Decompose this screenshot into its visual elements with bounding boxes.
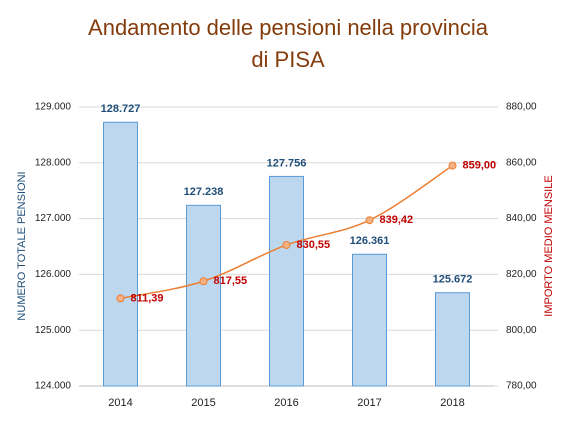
chart-title: Andamento delle pensioni nella provincia… bbox=[88, 15, 488, 72]
bar-value-label: 126.361 bbox=[350, 235, 390, 247]
line-value-label: 811,39 bbox=[131, 292, 164, 304]
bar bbox=[352, 253, 387, 387]
x-tick-label: 2014 bbox=[108, 397, 132, 409]
line-value-label: 839,42 bbox=[380, 214, 414, 226]
x-tick-label: 2015 bbox=[191, 397, 215, 409]
x-tick-label: 2016 bbox=[274, 397, 298, 409]
y2-axis-title: IMPORTO MEDIO MENSILE bbox=[543, 175, 555, 316]
y-tick-label: 124.000 bbox=[35, 381, 72, 392]
y2-tick-label: 840,00 bbox=[506, 213, 537, 224]
line-marker bbox=[199, 277, 208, 286]
y2-tick-label: 800,00 bbox=[506, 325, 537, 336]
y-tick-label: 126.000 bbox=[35, 269, 72, 280]
bar-value-label: 128.727 bbox=[101, 103, 141, 115]
line-marker bbox=[282, 240, 291, 249]
line-value-label: 817,55 bbox=[214, 275, 248, 287]
bar bbox=[269, 175, 304, 387]
bar-value-label: 127.756 bbox=[267, 157, 307, 169]
x-tick-label: 2018 bbox=[440, 397, 464, 409]
y2-tick-label: 780,00 bbox=[506, 381, 537, 392]
bar bbox=[103, 121, 138, 387]
bar bbox=[186, 204, 221, 387]
y2-tick-label: 860,00 bbox=[506, 157, 537, 168]
y-tick-label: 127.000 bbox=[35, 213, 72, 224]
y-tick-label: 128.000 bbox=[35, 157, 72, 168]
y2-tick-label: 820,00 bbox=[506, 269, 537, 280]
x-tick-label: 2017 bbox=[357, 397, 381, 409]
bar-value-label: 125.672 bbox=[433, 274, 473, 286]
bar bbox=[435, 292, 470, 387]
line-marker bbox=[448, 161, 457, 170]
y-tick-label: 125.000 bbox=[35, 325, 72, 336]
line-marker bbox=[116, 294, 125, 303]
line-value-label: 859,00 bbox=[463, 159, 497, 171]
bar-value-label: 127.238 bbox=[184, 186, 224, 198]
y-axis-title: NUMERO TOTALE PENSIONI bbox=[16, 171, 28, 320]
line-marker bbox=[365, 216, 374, 225]
y-tick-label: 129.000 bbox=[35, 102, 72, 113]
y2-tick-label: 880,00 bbox=[506, 102, 537, 113]
line-value-label: 830,55 bbox=[297, 239, 331, 251]
